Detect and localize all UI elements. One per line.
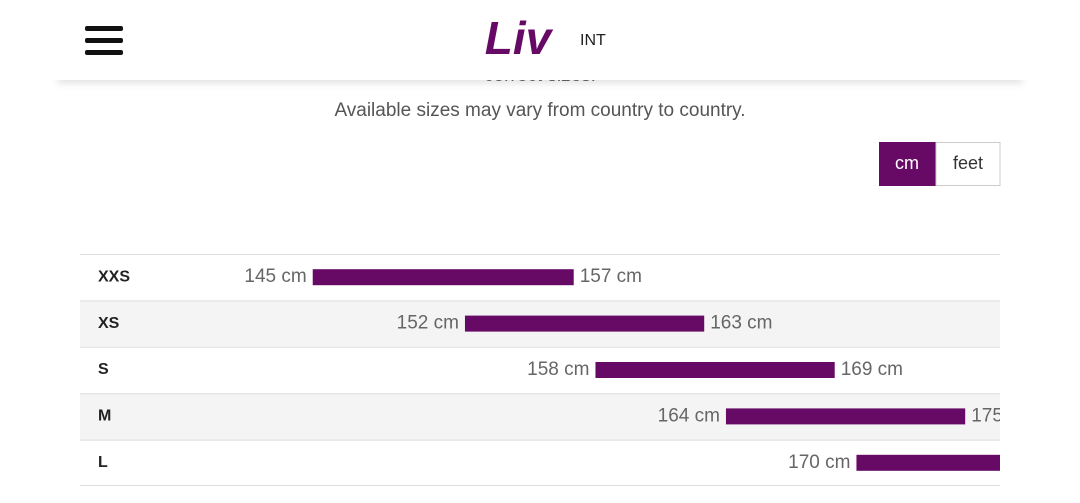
high-label: 163 cm xyxy=(710,313,772,334)
region[interactable]: INT xyxy=(580,32,606,49)
feet-label[interactable]: feet xyxy=(953,153,983,173)
range-bar xyxy=(595,362,835,378)
notice: Available sizes may vary from country to… xyxy=(334,100,745,121)
range-bar xyxy=(725,408,966,425)
size-table: XXS 145 cm 157 cm XS 152 cm 163 cm S 158 cm 169 … xyxy=(80,254,1033,486)
logo[interactable]: Liv xyxy=(485,12,554,64)
size-label: XXS xyxy=(98,268,130,285)
high-label: 175 cm xyxy=(971,405,1033,426)
size-label: XS xyxy=(98,315,120,332)
low-label: 164 cm xyxy=(658,405,720,426)
range-bar xyxy=(856,454,1000,471)
size-label: L xyxy=(98,454,108,471)
high-label: 157 cm xyxy=(580,266,642,287)
low-label: 145 cm xyxy=(244,266,306,287)
cm-button[interactable] xyxy=(879,142,936,186)
low-label: 152 cm xyxy=(397,313,459,334)
high-label: 169 cm xyxy=(841,359,903,380)
range-bar xyxy=(312,269,574,286)
size-label: S xyxy=(98,361,109,378)
feet-button[interactable] xyxy=(935,142,1001,186)
size-label: M xyxy=(98,408,111,425)
range-bar xyxy=(464,315,705,332)
row-bg xyxy=(80,439,1000,486)
row-bg xyxy=(80,346,1000,394)
low-label: 170 cm xyxy=(788,452,850,473)
menu-button[interactable] xyxy=(85,26,123,55)
low-label: 158 cm xyxy=(527,359,589,380)
cm-label[interactable]: cm xyxy=(895,153,919,173)
header-bg xyxy=(0,0,1080,80)
